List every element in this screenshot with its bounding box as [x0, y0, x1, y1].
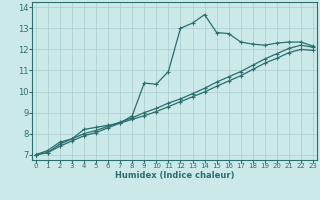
X-axis label: Humidex (Indice chaleur): Humidex (Indice chaleur) [115, 171, 234, 180]
